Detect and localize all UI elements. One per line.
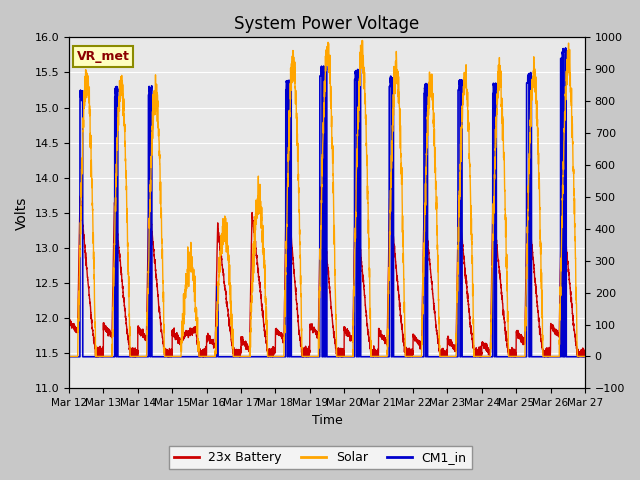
Solar bbox=[308, 354, 316, 360]
23x Battery bbox=[580, 350, 588, 356]
23x Battery bbox=[65, 321, 73, 327]
Title: System Power Voltage: System Power Voltage bbox=[234, 15, 420, 33]
CM1_in bbox=[580, 354, 588, 360]
23x Battery bbox=[283, 175, 291, 181]
CM1_in bbox=[442, 354, 450, 360]
23x Battery bbox=[308, 324, 316, 330]
Solar bbox=[581, 354, 589, 360]
Legend: 23x Battery, Solar, CM1_in: 23x Battery, Solar, CM1_in bbox=[168, 446, 472, 469]
Solar bbox=[580, 354, 588, 360]
Text: VR_met: VR_met bbox=[77, 50, 130, 63]
23x Battery bbox=[158, 330, 166, 336]
Solar bbox=[158, 240, 166, 246]
Solar bbox=[65, 354, 73, 360]
CM1_in bbox=[65, 354, 73, 360]
Y-axis label: Volts: Volts bbox=[15, 196, 29, 229]
X-axis label: Time: Time bbox=[312, 414, 342, 427]
Line: 23x Battery: 23x Battery bbox=[69, 178, 585, 357]
CM1_in bbox=[472, 354, 479, 360]
23x Battery bbox=[443, 348, 451, 353]
CM1_in bbox=[308, 354, 316, 360]
23x Battery bbox=[414, 340, 422, 346]
CM1_in bbox=[158, 354, 166, 360]
Line: Solar: Solar bbox=[69, 40, 585, 357]
Solar bbox=[472, 354, 479, 360]
Solar bbox=[358, 37, 366, 43]
Line: CM1_in: CM1_in bbox=[69, 48, 585, 357]
23x Battery bbox=[92, 354, 100, 360]
CM1_in bbox=[561, 45, 569, 51]
23x Battery bbox=[472, 349, 479, 355]
Solar bbox=[414, 354, 422, 360]
CM1_in bbox=[581, 354, 589, 360]
Solar bbox=[442, 354, 450, 360]
23x Battery bbox=[581, 351, 589, 357]
CM1_in bbox=[414, 354, 422, 360]
